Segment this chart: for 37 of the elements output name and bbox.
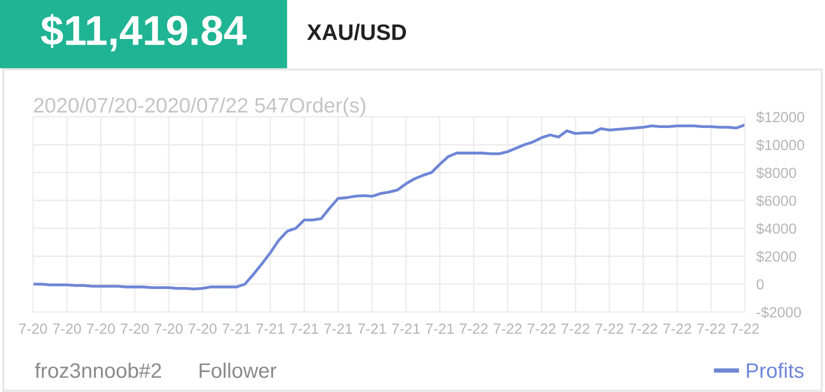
x-tick-label: 7-21 <box>426 324 454 334</box>
chart-subtitle: XAU/USD <box>307 24 406 40</box>
x-tick-label: 7-22 <box>596 324 624 334</box>
x-tick-label: 7-22 <box>731 324 759 334</box>
y-tick-label: $10000 <box>756 139 804 151</box>
x-tick-label: 7-22 <box>494 324 522 334</box>
x-tick-label: 7-20 <box>19 324 48 334</box>
y-tick-label: -$2000 <box>756 306 801 318</box>
y-tick-label: $6000 <box>756 194 796 207</box>
x-tick-label: 7-20 <box>120 324 149 334</box>
x-tick-label: 7-21 <box>324 324 352 334</box>
x-tick-label: 7-20 <box>86 324 115 334</box>
line-series <box>33 124 745 290</box>
y-tick-label: 0 <box>756 279 764 290</box>
legend-label: Profits <box>746 362 804 378</box>
x-tick-label: 7-22 <box>460 324 488 334</box>
x-tick-label: 7-20 <box>154 324 183 334</box>
x-tick-label: 7-21 <box>358 324 386 334</box>
text: froz3nnoob#2 <box>34 362 162 378</box>
x-tick-label: 7-22 <box>629 324 658 334</box>
x-tick-label: 7-20 <box>53 324 81 334</box>
x-tick-label: 7-21 <box>392 324 420 334</box>
y-tick-label: $2000 <box>756 250 796 263</box>
chart-title: $11,419.84 <box>40 14 246 52</box>
x-tick-label: 7-22 <box>528 324 556 334</box>
y-tick-label: $8000 <box>756 167 796 179</box>
x-tick-label: 7-22 <box>697 324 725 334</box>
text: 2020/07/20-2020/07/22 547Order(s) <box>34 97 366 117</box>
y-tick-label: $12000 <box>756 111 804 124</box>
text: Follower <box>200 362 276 378</box>
x-tick-label: 7-20 <box>188 324 217 334</box>
x-tick-label: 7-22 <box>663 324 692 334</box>
x-tick-label: 7-21 <box>256 324 284 334</box>
x-tick-label: 7-21 <box>290 324 318 334</box>
y-tick-label: $4000 <box>756 222 796 235</box>
x-tick-label: 7-22 <box>562 324 590 334</box>
x-tick-label: 7-21 <box>222 324 250 334</box>
